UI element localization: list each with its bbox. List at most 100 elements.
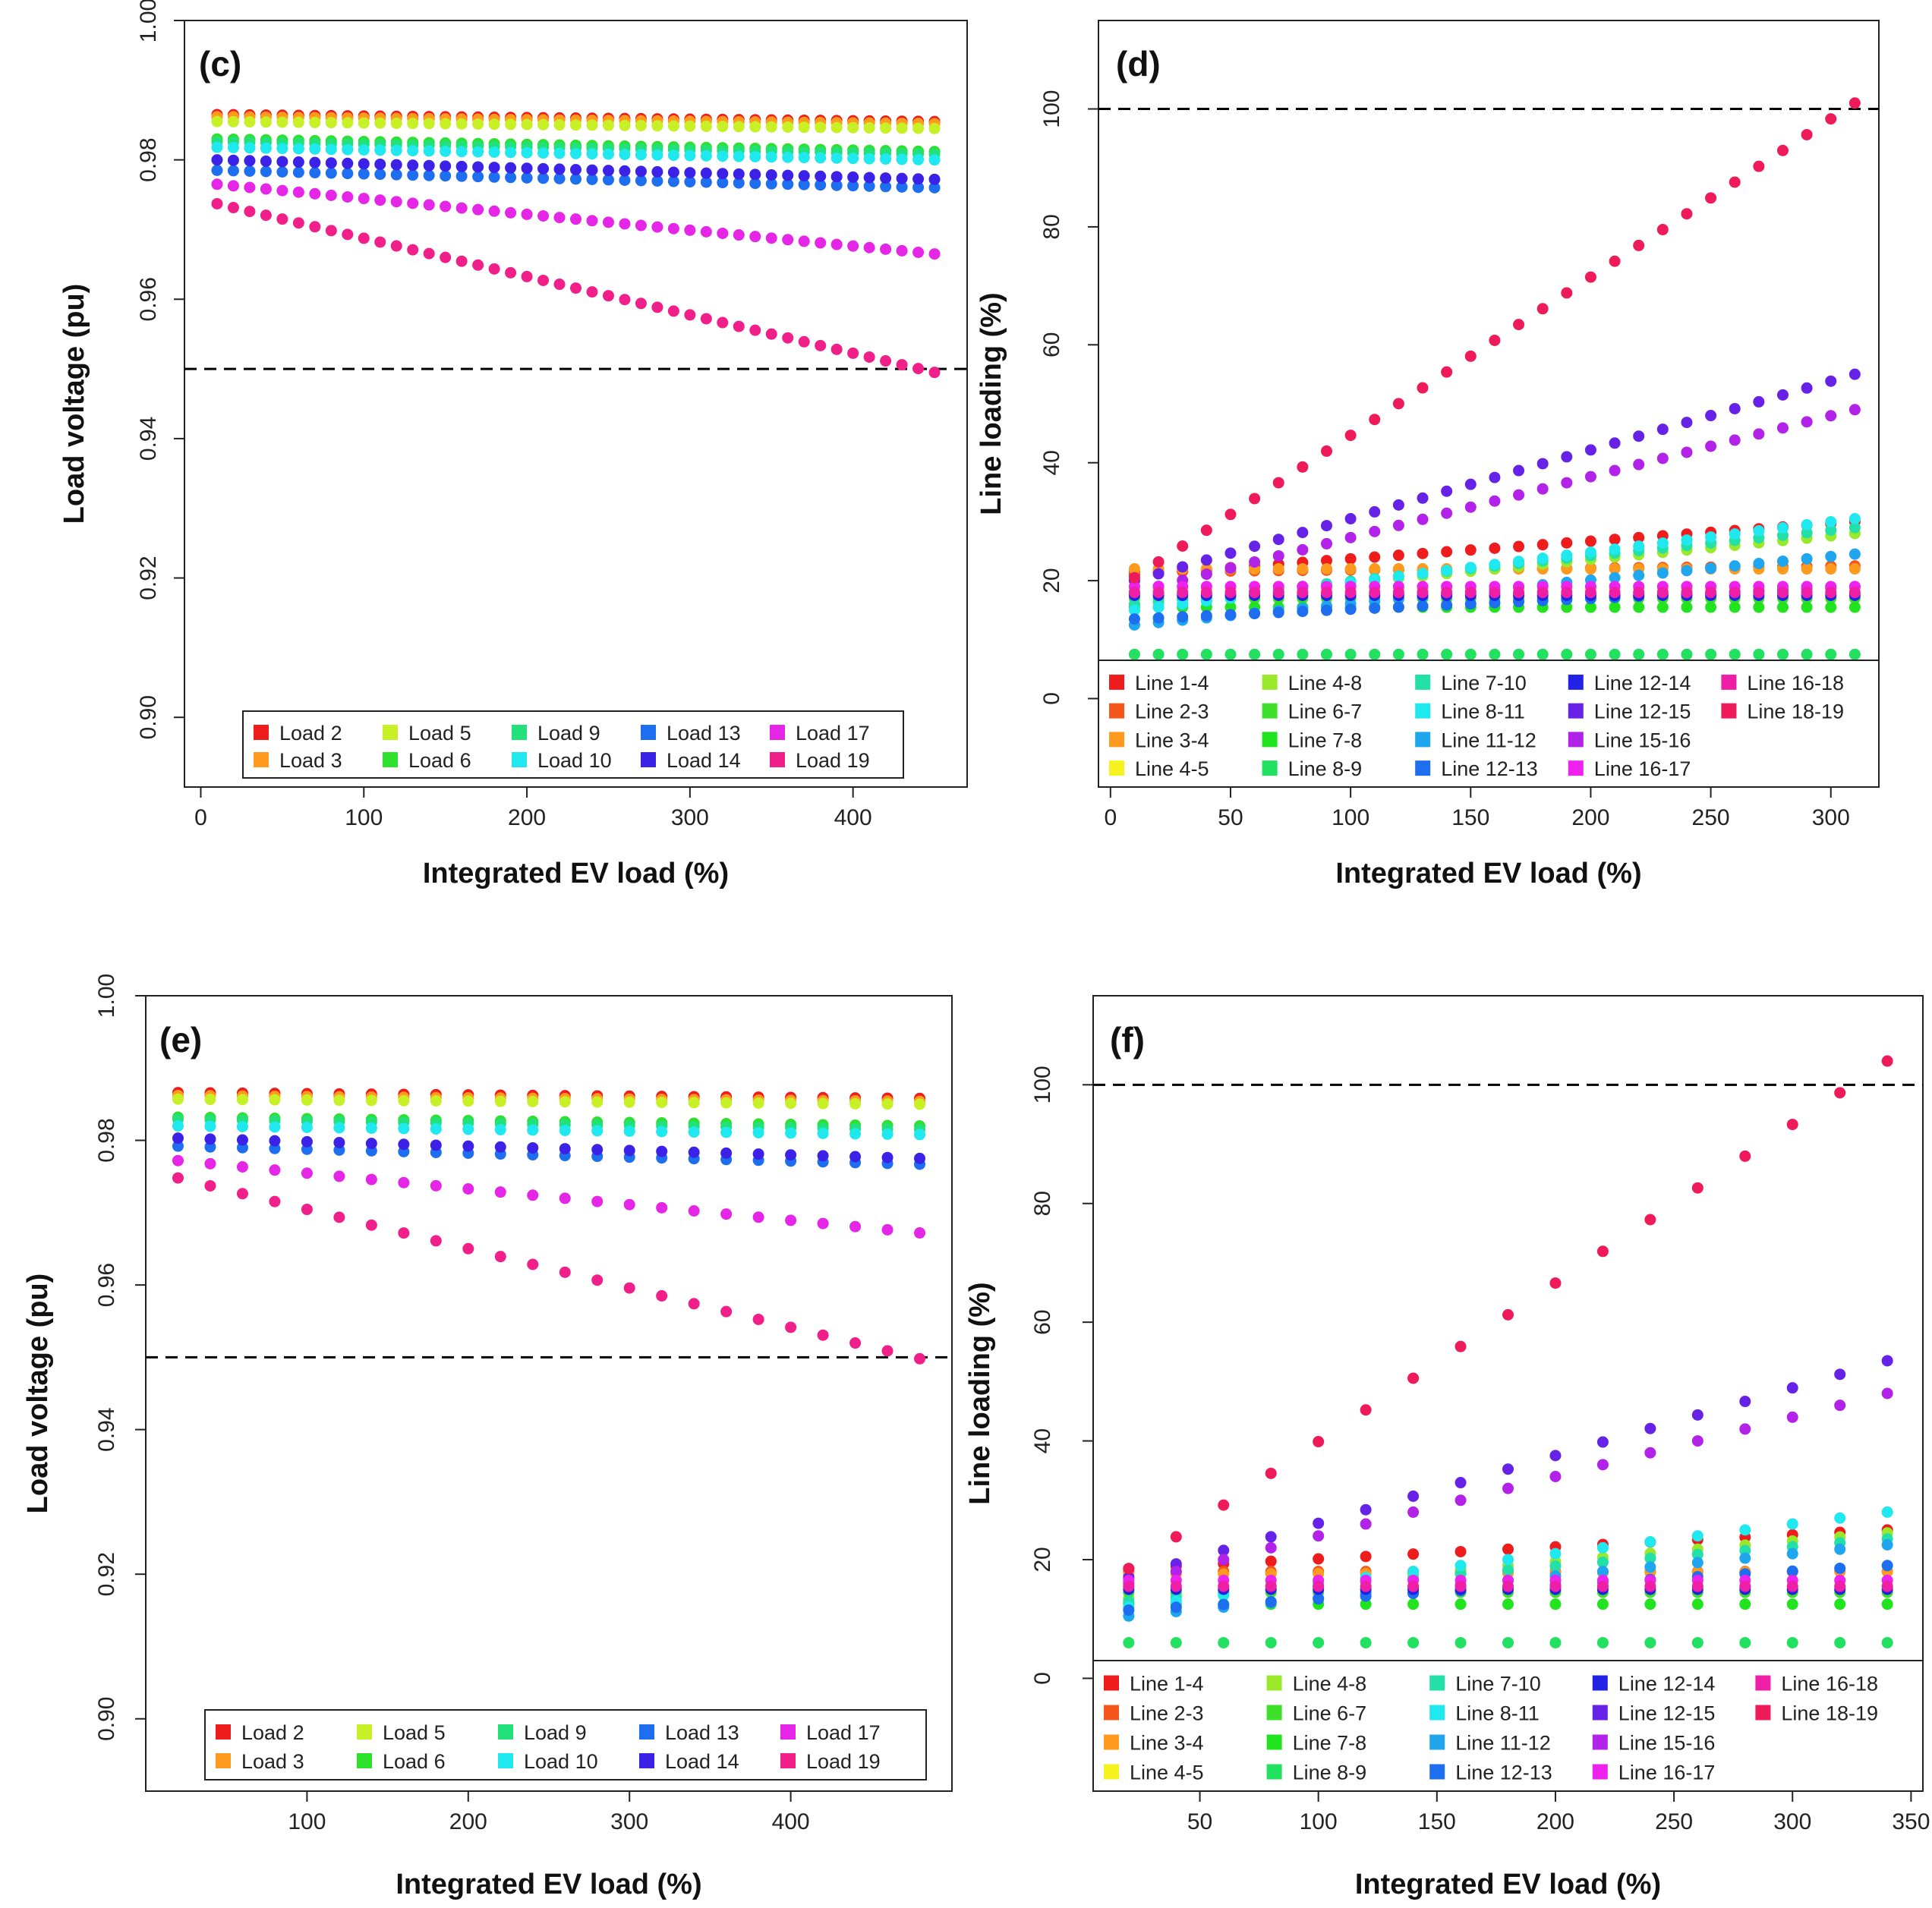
data-point: [656, 1289, 668, 1302]
data-point: [1729, 402, 1741, 414]
data-point: [333, 1211, 345, 1223]
legend-label-load-10: Load 10: [537, 749, 612, 772]
legend-label-line-8-11: Line 8-11: [1455, 1702, 1540, 1725]
data-point: [494, 1186, 506, 1198]
data-point: [651, 149, 663, 161]
data-point: [1224, 547, 1237, 559]
data-point: [1152, 648, 1165, 660]
data-point: [211, 115, 223, 128]
data-point: [1584, 587, 1596, 599]
data-point: [1691, 1409, 1704, 1421]
data-point: [1776, 422, 1789, 434]
data-point: [880, 243, 892, 255]
data-point: [455, 202, 468, 214]
data-point: [1681, 565, 1693, 577]
data-point: [358, 193, 370, 205]
data-point: [1881, 1580, 1893, 1592]
data-point: [1360, 1503, 1372, 1516]
data-point: [1644, 1580, 1656, 1592]
data-point: [292, 116, 304, 128]
data-point: [1801, 527, 1813, 539]
legend-swatch-line-1-4: [1104, 1675, 1119, 1691]
data-point: [1801, 563, 1813, 575]
data-point: [1691, 1548, 1704, 1560]
data-point: [765, 121, 777, 133]
data-point: [656, 1126, 668, 1138]
data-point: [1739, 1636, 1751, 1648]
data-point: [1681, 417, 1693, 429]
data-point: [798, 335, 810, 348]
data-point: [651, 301, 663, 313]
data-point: [1848, 368, 1861, 380]
data-point: [390, 117, 402, 129]
series-load-10: [211, 141, 941, 166]
data-point: [1218, 1554, 1230, 1566]
data-point: [358, 117, 370, 129]
data-point: [292, 186, 304, 198]
data-point: [1344, 531, 1357, 543]
data-point: [733, 320, 745, 332]
data-point: [1313, 1580, 1325, 1592]
data-point: [1502, 1543, 1514, 1555]
data-point: [1344, 603, 1357, 616]
data-point: [1170, 1580, 1182, 1592]
legend-label-line-18-19: Line 18-19: [1747, 701, 1844, 723]
data-point: [623, 1125, 635, 1137]
data-point: [1881, 1055, 1893, 1067]
data-point: [651, 165, 663, 178]
data-point: [1584, 648, 1596, 660]
data-point: [602, 148, 614, 160]
data-point: [1561, 451, 1573, 463]
legend-swatch-line-8-11: [1429, 1705, 1445, 1721]
data-point: [455, 118, 468, 130]
data-point: [1848, 513, 1861, 524]
data-point: [269, 1164, 281, 1176]
data-point: [365, 1173, 377, 1185]
panel-label: (d): [1116, 44, 1161, 83]
data-point: [1344, 587, 1357, 599]
y-axis-label: Line loading (%): [975, 292, 1007, 515]
data-point: [1848, 521, 1861, 534]
data-point: [785, 1321, 797, 1333]
data-point: [1513, 540, 1525, 553]
legend-label-line-4-5: Line 4-5: [1135, 757, 1209, 780]
data-point: [1502, 1308, 1514, 1321]
x-tick-label: 100: [345, 805, 383, 830]
y-tick-label: 80: [1030, 1191, 1055, 1216]
legend-label-load-14: Load 14: [667, 749, 741, 772]
data-point: [472, 259, 484, 271]
data-point: [785, 1127, 797, 1139]
data-point: [1549, 1450, 1562, 1462]
data-point: [276, 156, 288, 168]
data-point: [365, 1138, 377, 1150]
data-point: [619, 148, 631, 160]
data-point: [1369, 414, 1381, 426]
data-point: [1705, 192, 1717, 204]
data-point: [172, 1172, 184, 1184]
y-tick-label: 0.92: [94, 1552, 119, 1596]
data-point: [1848, 648, 1861, 660]
data-point: [896, 172, 908, 184]
data-point: [830, 152, 843, 164]
data-point: [1177, 587, 1189, 599]
data-point: [172, 1154, 184, 1167]
data-point: [1825, 524, 1837, 537]
data-point: [472, 161, 484, 173]
data-point: [1320, 604, 1332, 616]
data-point: [309, 221, 321, 233]
data-point: [553, 147, 566, 159]
data-point: [559, 1096, 571, 1108]
y-tick-label: 1.00: [94, 974, 119, 1018]
y-tick-label: 40: [1030, 1428, 1055, 1453]
legend-swatch-line-4-5: [1104, 1764, 1119, 1780]
data-point: [1739, 1580, 1751, 1592]
data-point: [1753, 395, 1765, 408]
data-point: [1272, 606, 1284, 619]
data-point: [928, 248, 941, 260]
x-tick-label: 100: [1300, 1809, 1338, 1834]
data-point: [847, 153, 859, 165]
data-point: [1561, 477, 1573, 489]
data-point: [586, 173, 598, 185]
data-point: [472, 118, 484, 130]
data-point: [301, 1094, 313, 1106]
